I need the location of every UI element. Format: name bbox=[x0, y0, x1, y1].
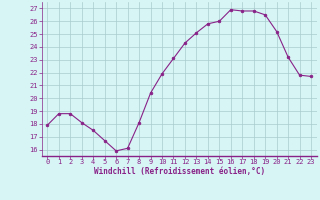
X-axis label: Windchill (Refroidissement éolien,°C): Windchill (Refroidissement éolien,°C) bbox=[94, 167, 265, 176]
